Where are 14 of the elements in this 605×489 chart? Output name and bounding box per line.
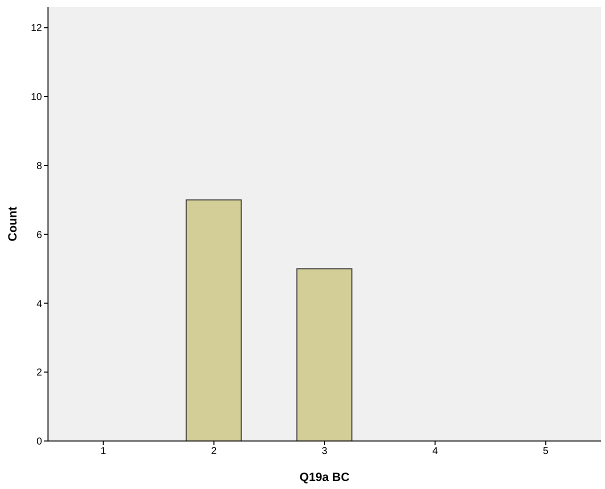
y-tick-label: 0 — [36, 436, 42, 448]
x-tick-label: 4 — [432, 446, 438, 458]
x-tick-label: 3 — [322, 446, 328, 458]
y-tick-label: 12 — [30, 23, 42, 34]
x-tick-label: 5 — [542, 446, 549, 458]
y-tick-label: 4 — [36, 298, 42, 310]
y-tick-label: 6 — [36, 230, 42, 241]
y-tick-label: 8 — [36, 160, 42, 172]
y-tick-label: 2 — [36, 368, 42, 379]
x-tick-label: 2 — [211, 446, 218, 458]
y-axis-title: Count — [5, 206, 20, 242]
x-axis-title: Q19a BC — [299, 470, 350, 484]
y-tick-label: 10 — [30, 92, 42, 104]
x-tick-label: 1 — [100, 446, 107, 458]
